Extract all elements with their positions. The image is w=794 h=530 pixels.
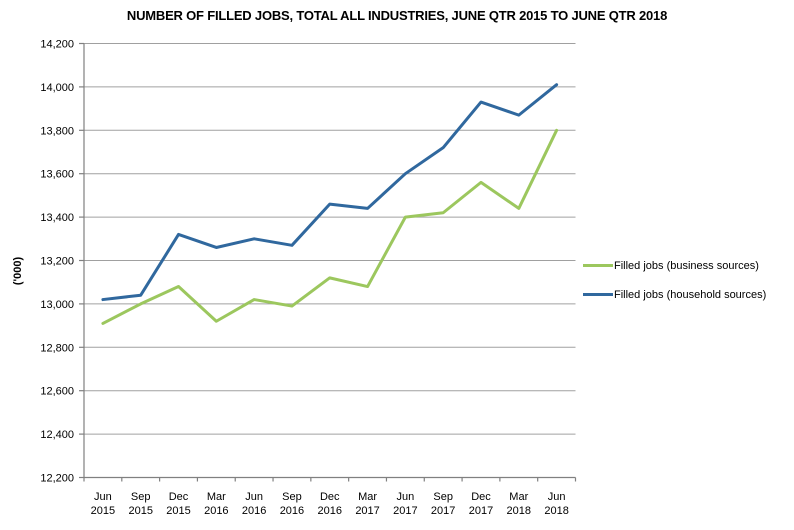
legend-label-business: Filled jobs (business sources) bbox=[614, 259, 759, 272]
series-line bbox=[101, 83, 559, 302]
x-tick-label-month: Mar bbox=[509, 491, 528, 503]
x-tick-label-month: Sep bbox=[433, 491, 453, 503]
x-tick-label-year: 2015 bbox=[128, 505, 152, 517]
x-tick-label-month: Dec bbox=[169, 491, 189, 503]
legend-item-business: Filled jobs (business sources) bbox=[583, 255, 766, 276]
y-tick-label: 12,600 bbox=[40, 386, 74, 398]
x-tick-label-year: 2016 bbox=[242, 505, 266, 517]
x-tick-label-year: 2016 bbox=[204, 505, 228, 517]
y-tick-label: 13,200 bbox=[40, 256, 74, 268]
x-tick-label-month: Jun bbox=[245, 491, 263, 503]
x-tick-label-year: 2018 bbox=[544, 505, 568, 517]
y-tick-label: 13,800 bbox=[40, 125, 74, 137]
y-tick-label: 14,200 bbox=[40, 39, 74, 51]
y-tick-label: 12,800 bbox=[40, 342, 74, 354]
x-tick-label-month: Mar bbox=[207, 491, 226, 503]
legend-line-household-icon bbox=[583, 293, 613, 296]
y-tick-label: 14,000 bbox=[40, 82, 74, 94]
x-tick-label-month: Jun bbox=[94, 491, 112, 503]
legend-line-business-icon bbox=[583, 264, 613, 267]
x-tick-label-month: Jun bbox=[548, 491, 566, 503]
x-tick-label-year: 2017 bbox=[431, 505, 455, 517]
x-tick-label-year: 2015 bbox=[166, 505, 190, 517]
x-tick-label-year: 2017 bbox=[469, 505, 493, 517]
y-tick-label: 13,600 bbox=[40, 169, 74, 181]
x-tick-label-year: 2016 bbox=[280, 505, 304, 517]
y-tick-label: 13,000 bbox=[40, 299, 74, 311]
y-tick-label: 12,200 bbox=[40, 473, 74, 485]
x-tick-label-month: Dec bbox=[471, 491, 491, 503]
series-line bbox=[101, 128, 559, 325]
y-tick-label: 13,400 bbox=[40, 212, 74, 224]
legend-label-household: Filled jobs (household sources) bbox=[614, 288, 767, 301]
x-tick-label-month: Sep bbox=[282, 491, 302, 503]
x-tick-label-month: Jun bbox=[396, 491, 414, 503]
x-tick-label-year: 2016 bbox=[318, 505, 342, 517]
x-tick-label-year: 2015 bbox=[91, 505, 115, 517]
x-tick-label-year: 2017 bbox=[393, 505, 417, 517]
legend-item-household: Filled jobs (household sources) bbox=[583, 284, 766, 305]
chart-title: NUMBER OF FILLED JOBS, TOTAL ALL INDUSTR… bbox=[126, 8, 668, 23]
legend: Filled jobs (business sources) Filled jo… bbox=[583, 255, 766, 305]
y-tick-label: 12,400 bbox=[40, 429, 74, 441]
x-tick-label-month: Dec bbox=[320, 491, 340, 503]
x-tick-label-month: Sep bbox=[131, 491, 151, 503]
x-tick-label-year: 2018 bbox=[507, 505, 531, 517]
x-tick-label-month: Mar bbox=[358, 491, 377, 503]
x-tick-label-year: 2017 bbox=[355, 505, 379, 517]
